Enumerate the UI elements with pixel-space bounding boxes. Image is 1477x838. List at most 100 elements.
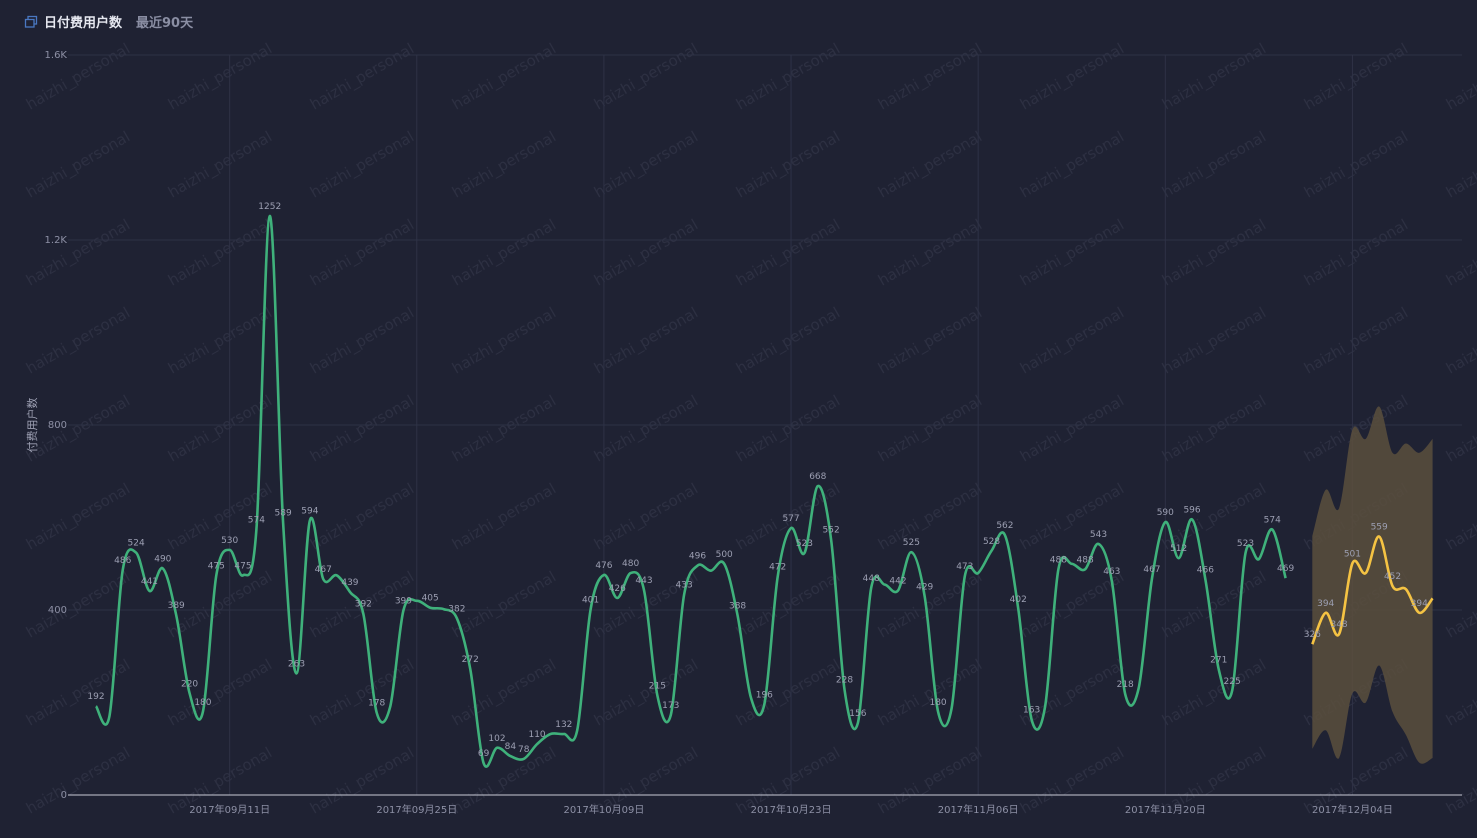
watermark-text: haizhi_personal bbox=[591, 304, 702, 379]
copy-icon bbox=[24, 14, 38, 28]
data-label: 475 bbox=[208, 561, 225, 571]
watermark-text: haizhi_personal bbox=[23, 744, 134, 819]
watermark-text: haizhi_personal bbox=[1443, 216, 1477, 291]
x-tick-label: 2017年09月25日 bbox=[376, 803, 457, 816]
watermark-text: haizhi_personal bbox=[875, 40, 986, 115]
watermark-text: haizhi_personal bbox=[1443, 744, 1477, 819]
data-label: 472 bbox=[769, 563, 786, 573]
watermark-text: haizhi_personal bbox=[165, 128, 276, 203]
data-labels: 192 486 524 441 490 389 220 180 475 530 475 574 1252… bbox=[87, 202, 1428, 759]
watermark-text: haizhi_personal bbox=[1301, 216, 1412, 291]
forecast-series-line bbox=[1311, 535, 1434, 645]
data-label: 382 bbox=[448, 604, 465, 614]
y-tick-label: 1.6K bbox=[45, 50, 68, 61]
watermark-text: haizhi_personal bbox=[1301, 128, 1412, 203]
watermark-text: haizhi_personal bbox=[591, 656, 702, 731]
data-label: 348 bbox=[1330, 620, 1347, 630]
watermark-text: haizhi_personal bbox=[591, 216, 702, 291]
data-label: 228 bbox=[836, 676, 853, 686]
data-label: 488 bbox=[1077, 555, 1094, 565]
data-label: 163 bbox=[1023, 706, 1040, 716]
watermark-text: haizhi_personal bbox=[23, 216, 134, 291]
watermark-text: haizhi_personal bbox=[733, 128, 844, 203]
data-label: 402 bbox=[1010, 595, 1027, 605]
forecast-band-layer bbox=[1312, 406, 1433, 764]
data-label: 132 bbox=[555, 720, 572, 730]
watermark-text: haizhi_personal bbox=[307, 40, 418, 115]
watermark-text: haizhi_personal bbox=[1443, 304, 1477, 379]
x-tick-label: 2017年11月20日 bbox=[1125, 803, 1206, 816]
x-tick-label: 2017年11月06日 bbox=[938, 803, 1019, 816]
data-label: 500 bbox=[716, 550, 733, 560]
data-label: 596 bbox=[1183, 505, 1200, 515]
data-label: 439 bbox=[341, 578, 358, 588]
data-label: 156 bbox=[849, 709, 866, 719]
data-label: 394 bbox=[1317, 599, 1334, 609]
data-label: 452 bbox=[1384, 572, 1401, 582]
data-label: 530 bbox=[221, 536, 238, 546]
watermark-text: haizhi_personal bbox=[449, 568, 560, 643]
data-label: 475 bbox=[234, 561, 251, 571]
watermark-text: haizhi_personal bbox=[1443, 392, 1477, 467]
watermark-text: haizhi_personal bbox=[1443, 656, 1477, 731]
watermark-text: haizhi_personal bbox=[449, 304, 560, 379]
data-label: 180 bbox=[194, 698, 211, 708]
watermark-text: haizhi_personal bbox=[875, 216, 986, 291]
watermark-text: haizhi_personal bbox=[1301, 40, 1412, 115]
data-label: 84 bbox=[505, 742, 517, 752]
watermark-text: haizhi_personal bbox=[1017, 744, 1128, 819]
watermark-text: haizhi_personal bbox=[1159, 216, 1270, 291]
data-label: 78 bbox=[518, 745, 530, 755]
data-label: 589 bbox=[275, 509, 292, 519]
x-tick-label: 2017年09月11日 bbox=[189, 803, 270, 816]
forecast-confidence-band bbox=[1312, 406, 1433, 764]
data-label: 326 bbox=[1304, 630, 1321, 640]
watermark-text: haizhi_personal bbox=[23, 304, 134, 379]
watermark-text: haizhi_personal bbox=[1017, 656, 1128, 731]
watermark-text: haizhi_personal bbox=[591, 40, 702, 115]
data-label: 215 bbox=[649, 682, 666, 692]
watermark-text: haizhi_personal bbox=[1443, 128, 1477, 203]
data-label: 559 bbox=[1371, 522, 1388, 532]
data-label: 466 bbox=[1197, 565, 1214, 575]
chart-title: 日付费用户数 bbox=[44, 15, 123, 31]
y-tick-label: 800 bbox=[48, 420, 67, 431]
data-label: 467 bbox=[1143, 565, 1160, 575]
data-label: 69 bbox=[478, 749, 490, 759]
watermark-text: haizhi_personal bbox=[23, 392, 134, 467]
data-label: 463 bbox=[1103, 567, 1120, 577]
watermark-text: haizhi_personal bbox=[449, 392, 560, 467]
data-label: 405 bbox=[422, 594, 439, 604]
watermark-text: haizhi_personal bbox=[1017, 304, 1128, 379]
watermark-text: haizhi_personal bbox=[875, 480, 986, 555]
data-label: 263 bbox=[288, 659, 305, 669]
watermark-text: haizhi_personal bbox=[165, 656, 276, 731]
watermark-text: haizhi_personal bbox=[1159, 304, 1270, 379]
data-label: 476 bbox=[595, 561, 612, 571]
series-lines bbox=[94, 214, 1434, 768]
watermark-text: haizhi_personal bbox=[449, 656, 560, 731]
watermark-text: haizhi_personal bbox=[875, 656, 986, 731]
data-label: 178 bbox=[368, 699, 385, 709]
watermark-text: haizhi_personal bbox=[875, 304, 986, 379]
data-label: 192 bbox=[87, 692, 104, 702]
watermark-text: haizhi_personal bbox=[23, 656, 134, 731]
data-label: 496 bbox=[689, 552, 706, 562]
watermark-text: haizhi_personal bbox=[1017, 216, 1128, 291]
data-label: 399 bbox=[395, 596, 412, 606]
watermark-text: haizhi_personal bbox=[1443, 568, 1477, 643]
data-label: 668 bbox=[809, 472, 826, 482]
data-label: 480 bbox=[622, 559, 639, 569]
data-label: 525 bbox=[903, 538, 920, 548]
data-label: 574 bbox=[1264, 516, 1281, 526]
data-label: 441 bbox=[141, 577, 158, 587]
data-label: 490 bbox=[154, 554, 171, 564]
data-label: 524 bbox=[128, 539, 145, 549]
data-label: 429 bbox=[916, 583, 933, 593]
data-label: 473 bbox=[956, 562, 973, 572]
data-label: 590 bbox=[1157, 508, 1174, 518]
watermark-text: haizhi_personal bbox=[449, 480, 560, 555]
watermark-text: haizhi_personal bbox=[1159, 40, 1270, 115]
y-tick-label: 400 bbox=[48, 605, 67, 616]
